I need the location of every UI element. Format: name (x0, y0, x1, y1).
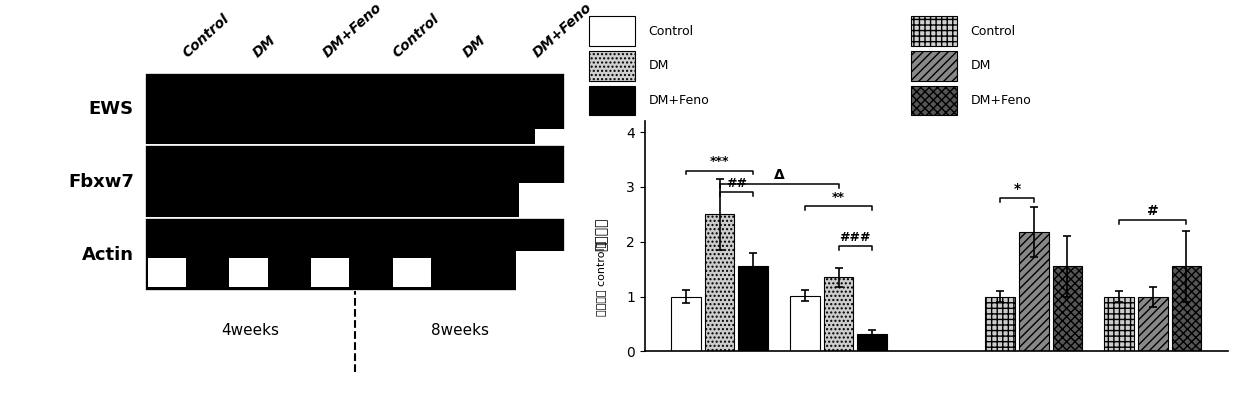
Bar (986, 297, 1016, 351)
Text: DM+Feno: DM+Feno (649, 94, 709, 107)
Text: ##: ## (725, 177, 746, 190)
Bar (671, 297, 701, 351)
Bar (589, 17, 635, 46)
Text: 蛋白表达: 蛋白表达 (594, 218, 609, 251)
Bar (1053, 267, 1083, 351)
Text: DM: DM (250, 33, 278, 61)
Bar (738, 267, 768, 351)
Bar (518, 183, 565, 218)
Bar (393, 258, 432, 287)
Bar (145, 218, 565, 291)
Text: *: * (1013, 182, 1021, 196)
Text: ###: ### (839, 231, 872, 244)
Text: 8weeks: 8weeks (432, 323, 489, 338)
Bar (148, 258, 186, 287)
Bar (790, 296, 820, 351)
Bar (911, 17, 957, 46)
Bar (857, 334, 887, 351)
Bar (534, 129, 565, 145)
Text: Control: Control (180, 12, 232, 61)
Text: （相比于 control）: （相比于 control） (596, 241, 606, 316)
Text: Fbxw7: Fbxw7 (68, 173, 134, 191)
Bar (311, 258, 350, 287)
Text: #: # (1147, 204, 1158, 218)
Bar (589, 51, 635, 80)
Bar (911, 86, 957, 115)
Bar (823, 278, 853, 351)
Text: Control: Control (389, 12, 441, 61)
Bar (1172, 267, 1202, 351)
Text: DM+Feno: DM+Feno (971, 94, 1032, 107)
Text: EWS: EWS (89, 100, 134, 118)
Bar (145, 73, 565, 145)
Text: DM: DM (649, 59, 668, 72)
Text: Actin: Actin (82, 246, 134, 263)
Text: **: ** (832, 191, 846, 204)
Text: Control: Control (971, 25, 1016, 38)
Bar (704, 215, 734, 351)
Bar (145, 145, 565, 218)
Bar (589, 86, 635, 115)
Bar (229, 258, 268, 287)
Bar (1105, 297, 1135, 351)
Text: DM: DM (971, 59, 991, 72)
Text: 4weeks: 4weeks (221, 323, 279, 338)
Text: DM: DM (460, 33, 489, 61)
Text: Δ: Δ (774, 168, 785, 182)
Bar (911, 51, 957, 80)
Bar (516, 251, 565, 291)
Text: Control: Control (649, 25, 693, 38)
Bar (1138, 297, 1168, 351)
Bar (1019, 232, 1049, 351)
Text: DM+Feno: DM+Feno (320, 1, 384, 61)
Text: DM+Feno: DM+Feno (529, 1, 594, 61)
Text: ***: *** (709, 156, 729, 168)
